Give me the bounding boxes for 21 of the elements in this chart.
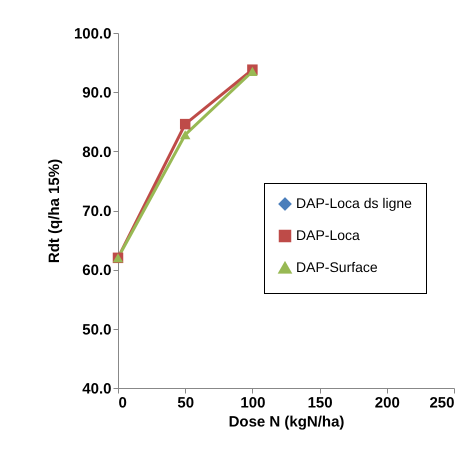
y-axis-title: Rdt (q/ha 15%) [46,158,63,264]
x-tick-label: 50 [177,394,194,412]
x-tick-label: 200 [374,394,400,412]
legend-label: DAP-Loca ds ligne [296,195,412,211]
point [180,118,190,130]
y-tick-label: 50.0 [82,321,112,338]
y-tick-label: 90.0 [82,84,112,102]
y-tick-label: 40.0 [82,380,112,398]
x-tick-label: 100 [240,394,266,412]
y-tick-label: 100.0 [74,26,112,42]
x-tick-label: 250 [429,394,454,412]
legend-label: DAP-Loca [296,227,360,243]
legend-label: DAP-Surface [296,259,378,275]
x-axis-title: Dose N (kgN/ha) [228,414,344,430]
y-tick-label: 80.0 [82,144,112,161]
x-tick-label: 0 [118,394,127,412]
point [247,66,258,76]
x-tick-label: 150 [308,394,333,412]
y-tick-label: 60.0 [82,262,112,280]
point [180,130,190,140]
y-tick-label: 70.0 [82,203,112,220]
